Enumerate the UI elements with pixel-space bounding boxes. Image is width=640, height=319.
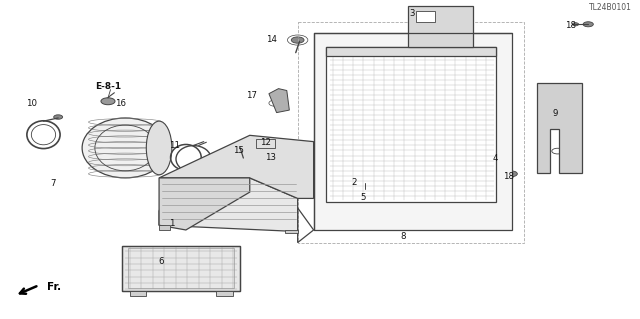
Circle shape — [360, 181, 369, 185]
Text: E-8-1: E-8-1 — [95, 82, 121, 91]
Text: 1: 1 — [169, 219, 175, 227]
Text: 9: 9 — [552, 109, 557, 118]
Polygon shape — [216, 291, 232, 296]
Polygon shape — [159, 178, 250, 230]
Polygon shape — [326, 47, 495, 202]
Polygon shape — [269, 89, 289, 113]
Polygon shape — [130, 291, 147, 296]
Polygon shape — [537, 83, 582, 173]
Polygon shape — [122, 246, 240, 291]
Ellipse shape — [239, 141, 300, 161]
Text: 11: 11 — [169, 141, 180, 150]
Ellipse shape — [82, 118, 168, 178]
Text: TL24B0101: TL24B0101 — [589, 3, 632, 12]
Circle shape — [360, 189, 369, 194]
Polygon shape — [314, 33, 511, 230]
Circle shape — [572, 23, 579, 26]
Ellipse shape — [147, 121, 172, 175]
Polygon shape — [408, 6, 473, 47]
Circle shape — [291, 37, 304, 43]
Circle shape — [506, 171, 517, 177]
Ellipse shape — [408, 175, 462, 197]
Circle shape — [101, 98, 115, 105]
Text: 13: 13 — [265, 153, 276, 162]
Text: 14: 14 — [266, 34, 277, 44]
Polygon shape — [326, 47, 495, 56]
Polygon shape — [159, 178, 298, 232]
Text: 16: 16 — [115, 99, 126, 108]
Circle shape — [552, 148, 563, 154]
Text: 18: 18 — [503, 172, 514, 181]
Text: 10: 10 — [26, 99, 37, 108]
Text: 7: 7 — [51, 179, 56, 188]
Circle shape — [234, 145, 244, 150]
Text: 6: 6 — [159, 257, 164, 266]
Text: 17: 17 — [246, 91, 257, 100]
Polygon shape — [416, 11, 435, 22]
Text: 2: 2 — [351, 178, 356, 187]
Text: Fr.: Fr. — [47, 282, 61, 293]
Circle shape — [552, 93, 563, 99]
Polygon shape — [159, 225, 170, 230]
Circle shape — [436, 23, 460, 34]
Text: 18: 18 — [565, 21, 576, 30]
Circle shape — [490, 155, 504, 161]
Text: 12: 12 — [260, 138, 271, 147]
Polygon shape — [285, 230, 298, 233]
Circle shape — [269, 100, 282, 106]
Text: 15: 15 — [233, 146, 244, 155]
Circle shape — [552, 120, 563, 126]
Ellipse shape — [265, 155, 283, 159]
Text: 8: 8 — [400, 233, 406, 241]
Circle shape — [54, 115, 63, 119]
Text: 5: 5 — [361, 193, 366, 202]
Circle shape — [583, 22, 593, 27]
Text: 4: 4 — [493, 153, 499, 163]
Text: 3: 3 — [410, 9, 415, 19]
Polygon shape — [159, 135, 314, 198]
Ellipse shape — [247, 144, 291, 159]
Ellipse shape — [398, 171, 472, 201]
